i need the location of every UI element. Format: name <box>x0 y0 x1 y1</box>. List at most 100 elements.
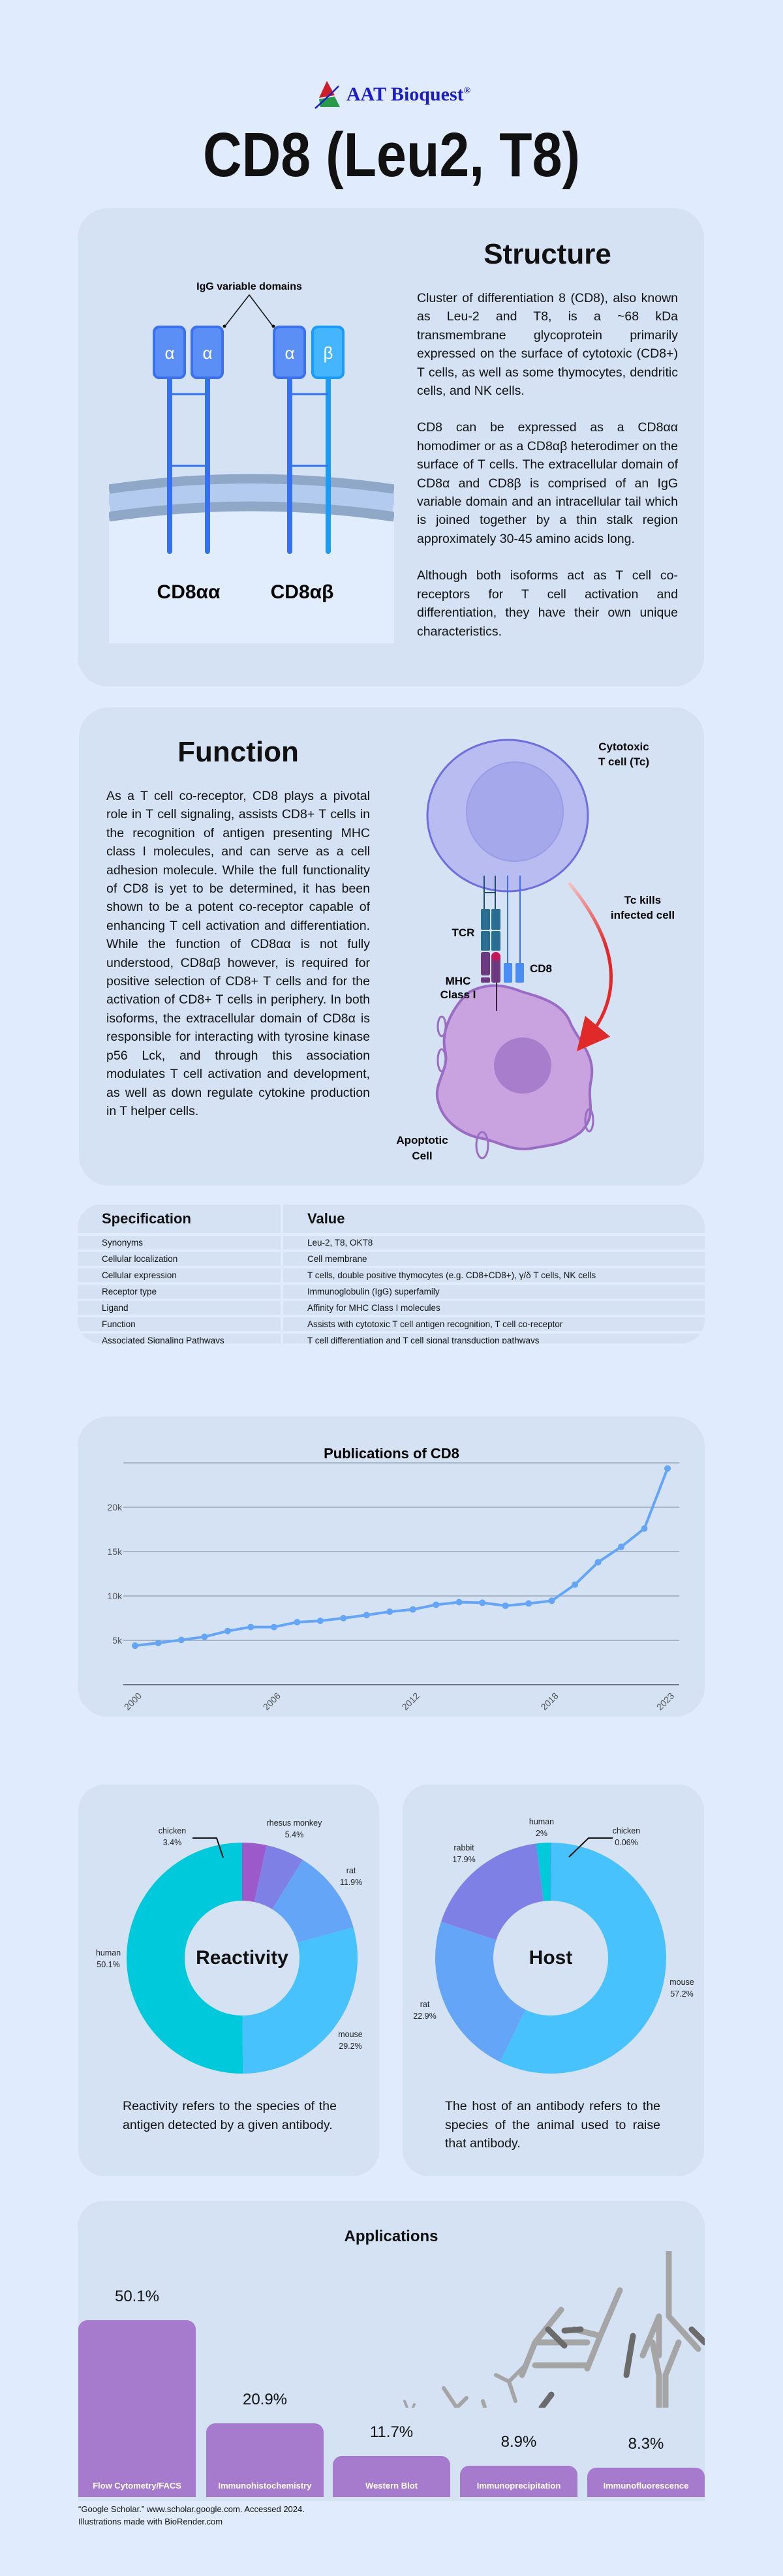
tcr-label: TCR <box>452 927 475 939</box>
publications-chart: Publications of CD8 5k 10k 15k 20k 2000 2006 2… <box>107 1445 679 1712</box>
reactivity-title: Reactivity <box>196 1947 288 1969</box>
leader-line <box>568 1837 613 1858</box>
spec-value: Leu-2, T8, OKT8 <box>283 1236 705 1250</box>
data-point <box>618 1543 625 1550</box>
tcr-receptor <box>481 876 500 951</box>
apoptotic-nucleus <box>494 1037 551 1094</box>
data-point <box>177 1636 185 1644</box>
bar-value-label: 8.3% <box>628 2435 664 2453</box>
logo-text: AAT Bioquest® <box>346 84 471 105</box>
kill-arrow <box>568 882 613 1052</box>
data-point <box>386 1608 393 1616</box>
slice-label: chicken 0.06% <box>612 1826 641 1847</box>
x-tick-label: 2023 <box>654 1691 676 1712</box>
mhc-label: Class I <box>440 989 476 1001</box>
data-point <box>247 1623 254 1631</box>
beta-domain <box>311 326 345 379</box>
bar: Western Blot <box>333 2455 450 2497</box>
isoform-label-ab: CD8αβ <box>271 581 334 603</box>
function-heading: Function <box>177 736 299 768</box>
svg-text:α: α <box>284 343 294 363</box>
spec-name: Synonyms <box>78 1236 281 1250</box>
bar-category-label: Flow Cytometry/FACS <box>93 2481 181 2491</box>
function-card <box>79 707 704 1186</box>
spec-value: Affinity for MHC Class I molecules <box>283 1301 705 1315</box>
spec-name: Receptor type <box>78 1285 281 1298</box>
igg-domains-label: IgG variable domains <box>196 281 302 292</box>
apoptotic-label: Apoptotic <box>396 1134 448 1146</box>
spec-value: Immunoglobulin (IgG) superfamily <box>283 1285 705 1298</box>
x-tick-label: 2012 <box>400 1691 422 1712</box>
antibody-illustration-icon <box>403 2251 705 2408</box>
slice-label: human 2% <box>529 1817 555 1838</box>
x-tick-label: 2018 <box>538 1691 560 1712</box>
specification-table: Specification Value Synonyms Leu-2, T8, O… <box>78 1204 705 1343</box>
data-point <box>294 1619 301 1626</box>
cd8-structure-diagram: α α α β IgG variable domains CD8αα CD8αβ <box>109 281 394 643</box>
spec-value: T cells, double positive thymocytes (e.g… <box>283 1268 705 1282</box>
x-tick-label: 2000 <box>122 1691 144 1712</box>
table-header: Value <box>283 1204 705 1233</box>
cd8aa-dimer: α α <box>153 326 224 554</box>
spec-name: Cellular localization <box>78 1252 281 1266</box>
spec-name: Cellular expression <box>78 1268 281 1282</box>
t-cell-nucleus <box>466 761 564 862</box>
antigen-peptide <box>491 952 500 961</box>
membrane-outer <box>109 474 394 495</box>
slice-label: rat 22.9% <box>413 2000 437 2021</box>
leader-line <box>192 1837 224 1858</box>
mhc-label: MHC <box>446 975 471 987</box>
slice-label: chicken 3.4% <box>158 1826 187 1847</box>
svg-text:α: α <box>202 343 212 363</box>
pie-slice-rat <box>272 1860 354 1943</box>
spec-value: Cell membrane <box>283 1252 705 1266</box>
bar-value-label: 8.9% <box>500 2432 537 2451</box>
publications-card <box>78 1417 705 1717</box>
logo-mark-icon <box>315 81 340 109</box>
chart-title: Publications of CD8 <box>324 1445 459 1462</box>
bar: Flow Cytometry/FACS <box>78 2320 196 2497</box>
function-text: As a T cell co-receptor, CD8 plays a piv… <box>106 789 370 1118</box>
pie-slice-rhesus-monkey <box>254 1845 303 1910</box>
illustration-credit: Illustrations made with BioRender.com <box>78 2517 223 2526</box>
y-tick-label: 5k <box>112 1635 123 1646</box>
pie-slice-mouse <box>500 1843 666 2074</box>
apoptotic-body <box>584 1108 594 1133</box>
apoptotic-label: Cell <box>412 1150 432 1162</box>
data-point <box>525 1600 532 1607</box>
apoptotic-body <box>437 1015 447 1037</box>
data-point <box>270 1623 277 1631</box>
spec-name: Associated Signaling Pathways <box>78 1334 281 1343</box>
structure-paragraph: Although both isoforms act as T cell co-… <box>417 568 678 639</box>
data-point <box>224 1627 231 1634</box>
bar-value-label: 50.1% <box>114 2287 160 2305</box>
y-tick-label: 10k <box>107 1591 123 1601</box>
applications-title: Applications <box>344 2228 438 2245</box>
pie-slice-rat <box>435 1922 526 2062</box>
x-tick-label: 2006 <box>261 1691 283 1712</box>
structure-paragraph: CD8 can be expressed as a CD8αα homodime… <box>417 420 678 546</box>
bar: Immunohistochemistry <box>206 2423 324 2497</box>
bar-category-label: Immunohistochemistry <box>218 2481 312 2491</box>
pie-slice-human <box>127 1843 243 2074</box>
cd8-label: CD8 <box>530 962 552 975</box>
slice-label: rhesus monkey 5.4% <box>266 1818 322 1839</box>
pie-slice-rabbit <box>441 1843 544 1940</box>
reactivity-description: Reactivity refers to the species of the … <box>123 2099 337 2132</box>
spec-name: Ligand <box>78 1301 281 1315</box>
cd8ab-dimer: α β <box>273 326 345 554</box>
data-point <box>641 1525 648 1532</box>
kills-label: infected cell <box>611 909 675 921</box>
data-point <box>132 1642 138 1649</box>
bar-category-label: Immunofluorescence <box>603 2481 689 2491</box>
apoptotic-body <box>475 1131 489 1159</box>
mhc-class-i <box>481 952 500 983</box>
slice-label: rat 11.9% <box>339 1866 363 1887</box>
slice-label: mouse 29.2% <box>338 2030 363 2051</box>
pointer-lines <box>224 294 274 328</box>
bar-category-label: Immunoprecipitation <box>476 2481 561 2491</box>
data-point <box>572 1581 579 1588</box>
pie-slice-mouse <box>242 1927 358 2074</box>
page-title: CD8 (Leu2, T8) <box>202 120 581 190</box>
bar-category-label: Western Blot <box>365 2481 418 2491</box>
